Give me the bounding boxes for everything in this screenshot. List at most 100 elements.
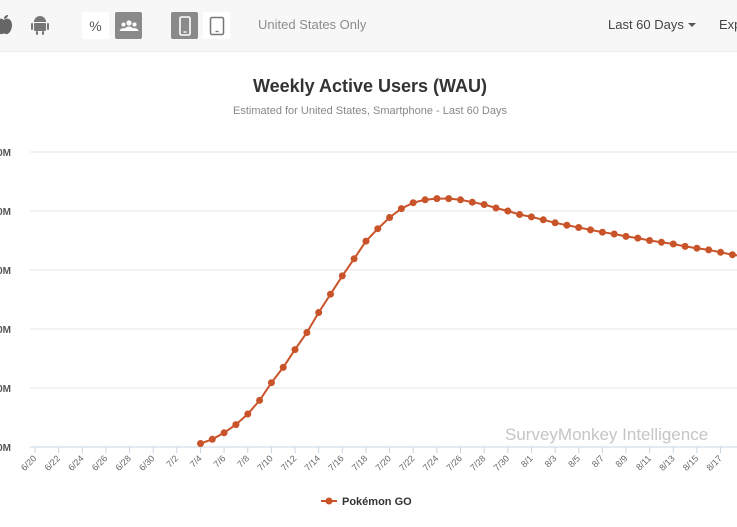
series-line-pokemon-go — [200, 197, 737, 445]
x-tick-label: 8/9 — [613, 453, 629, 469]
x-tick-label: 7/12 — [279, 453, 298, 472]
data-point[interactable] — [220, 429, 228, 437]
y-axis-tick-labels: 0M 0M 0M 0M 0M 0M — [0, 148, 11, 454]
data-point[interactable] — [409, 199, 417, 207]
data-point[interactable] — [681, 242, 689, 250]
data-point[interactable] — [575, 224, 583, 231]
x-tick-label: 7/14 — [303, 453, 322, 472]
data-point[interactable] — [693, 244, 701, 252]
data-point[interactable] — [421, 196, 429, 204]
y-tick-label: 0M — [0, 325, 11, 336]
region-filter[interactable]: United States Only — [258, 17, 367, 32]
data-point[interactable] — [256, 396, 264, 404]
x-tick-label: 7/4 — [188, 453, 204, 469]
data-point[interactable] — [492, 204, 500, 212]
users-button[interactable] — [115, 12, 142, 39]
data-point[interactable] — [634, 234, 642, 242]
x-tick-label: 7/8 — [235, 453, 251, 469]
data-point[interactable] — [291, 346, 299, 354]
x-tick-label: 7/26 — [444, 453, 463, 472]
tablet-button[interactable] — [203, 12, 230, 39]
data-point[interactable] — [480, 201, 488, 208]
x-tick-label: 8/5 — [566, 453, 582, 469]
x-tick-label: 7/16 — [326, 453, 345, 472]
date-range-label: Last 60 Days — [608, 17, 684, 32]
x-tick-label: 6/22 — [43, 453, 62, 472]
android-icon[interactable] — [30, 14, 50, 36]
x-tick-label: 7/24 — [421, 453, 440, 472]
x-tick-label: 7/28 — [468, 453, 487, 472]
data-point[interactable] — [232, 421, 240, 429]
data-point[interactable] — [338, 272, 346, 280]
toolbar: % United States Only Last 60 Days Exp — [0, 0, 737, 52]
x-tick-label: 6/30 — [137, 453, 156, 472]
data-point[interactable] — [598, 228, 606, 236]
x-tick-label: 7/6 — [212, 453, 228, 469]
data-point[interactable] — [728, 251, 736, 259]
data-point[interactable] — [374, 225, 382, 233]
apple-icon[interactable] — [0, 14, 14, 36]
wau-line-chart: Weekly Active Users (WAU) Estimated for … — [0, 76, 737, 508]
y-gridlines — [30, 151, 737, 389]
x-tick-label: 7/30 — [492, 453, 511, 472]
percent-button[interactable]: % — [82, 12, 109, 39]
data-point[interactable] — [362, 237, 370, 245]
data-point[interactable] — [244, 410, 252, 418]
data-point[interactable] — [610, 230, 618, 238]
data-point[interactable] — [563, 221, 571, 229]
y-tick-label: 0M — [0, 443, 11, 454]
x-tick-label: 8/7 — [590, 453, 606, 469]
y-tick-label: 0M — [0, 266, 11, 277]
data-point[interactable] — [705, 246, 713, 254]
data-point[interactable] — [397, 205, 405, 213]
data-point[interactable] — [197, 440, 204, 447]
x-tick-label: 8/3 — [543, 453, 559, 469]
x-tick-label: 6/20 — [19, 453, 38, 472]
y-tick-label: 0M — [0, 384, 11, 395]
data-point[interactable] — [658, 238, 665, 246]
data-point[interactable] — [539, 216, 547, 224]
x-tick-label: 7/2 — [164, 453, 180, 469]
data-point[interactable] — [516, 211, 524, 218]
data-point[interactable] — [504, 207, 512, 215]
legend-label: Pokémon GO — [342, 496, 412, 508]
chart-subtitle: Estimated for United States, Smartphone … — [233, 105, 507, 117]
export-button[interactable]: Exp — [719, 17, 737, 32]
data-point[interactable] — [587, 226, 594, 234]
data-point[interactable] — [315, 309, 323, 316]
data-point[interactable] — [527, 213, 535, 221]
data-point[interactable] — [208, 435, 216, 443]
x-tick-label: 8/17 — [705, 453, 724, 472]
legend[interactable]: Pokémon GO — [321, 496, 412, 508]
x-tick-label: 7/20 — [374, 453, 393, 472]
x-tick-label: 6/24 — [66, 453, 85, 472]
data-point[interactable] — [622, 232, 630, 240]
data-point[interactable] — [303, 329, 311, 336]
x-tick-label: 7/22 — [397, 453, 416, 472]
data-point[interactable] — [646, 237, 654, 244]
data-point[interactable] — [669, 240, 677, 248]
data-point[interactable] — [327, 290, 334, 298]
smartphone-button[interactable] — [171, 12, 198, 39]
users-icon — [119, 19, 138, 31]
tablet-icon — [209, 16, 224, 35]
data-point[interactable] — [433, 195, 441, 203]
x-tick-label: 8/1 — [519, 453, 535, 469]
percent-label: % — [89, 17, 102, 34]
data-point[interactable] — [551, 219, 559, 227]
date-range-dropdown[interactable]: Last 60 Days — [608, 17, 696, 32]
data-point[interactable] — [350, 255, 358, 263]
y-tick-label: 0M — [0, 207, 11, 218]
data-point[interactable] — [717, 248, 725, 256]
x-tick-label: 8/11 — [634, 453, 653, 472]
y-tick-label: 0M — [0, 148, 11, 159]
data-point[interactable] — [386, 214, 394, 221]
data-point[interactable] — [267, 379, 275, 387]
data-point[interactable] — [445, 195, 453, 203]
legend-marker — [325, 497, 333, 505]
x-tick-label: 7/10 — [255, 453, 274, 472]
data-point[interactable] — [279, 363, 287, 371]
data-point[interactable] — [457, 196, 464, 204]
data-point[interactable] — [468, 198, 476, 206]
x-axis-tick-labels: 6/20 6/22 6/24 6/26 6/28 6/30 7/2 7/4 7/6 7/8 7/10… — [19, 447, 724, 473]
